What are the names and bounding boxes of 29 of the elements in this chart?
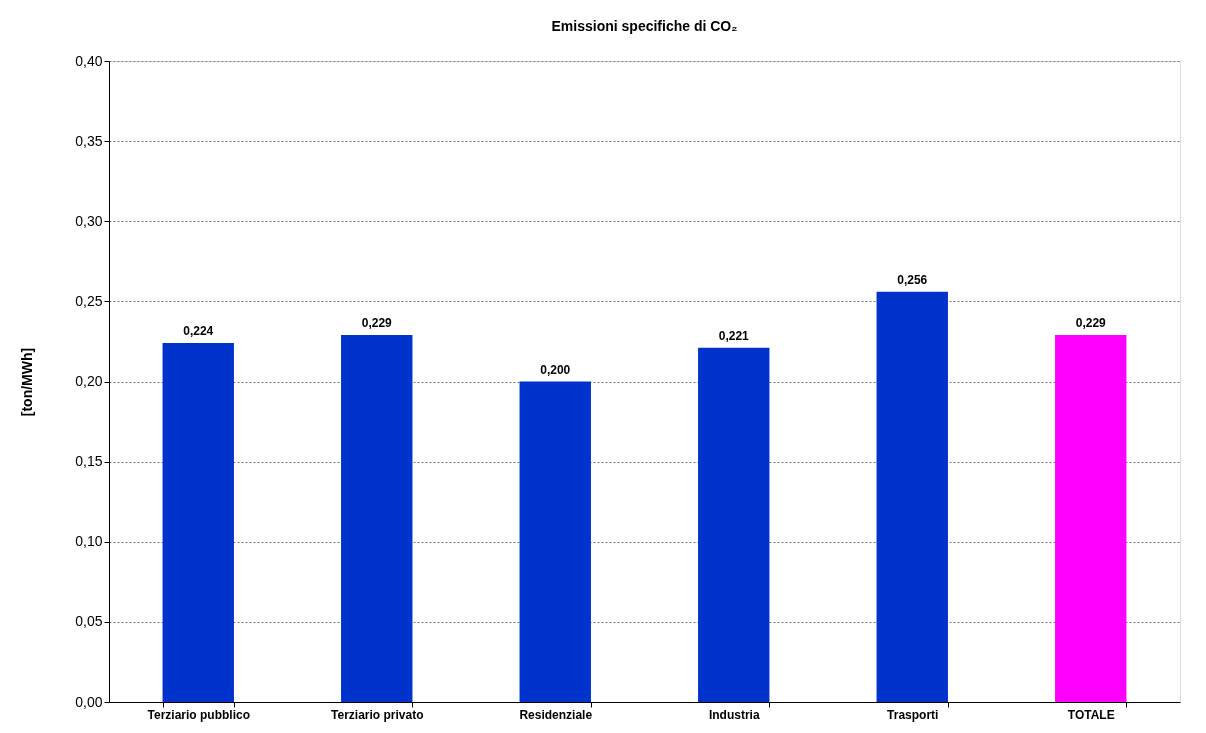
y-tick-label: 0,20 xyxy=(75,373,103,389)
bar xyxy=(698,347,770,702)
chart-title: Emissioni specifiche di CO₂ xyxy=(551,18,738,34)
y-tick-label: 0,30 xyxy=(75,212,103,229)
bar xyxy=(162,343,234,702)
y-tick-label: 0,40 xyxy=(75,52,103,69)
x-tick-label: Terziario privato xyxy=(331,707,424,722)
x-tick-label: Industria xyxy=(708,707,760,722)
data-label: 0,221 xyxy=(718,328,750,343)
bar xyxy=(519,381,591,702)
data-label: 0,256 xyxy=(897,272,928,287)
x-tick-label: Trasporti xyxy=(887,707,939,722)
y-tick-label: 0,10 xyxy=(75,533,103,550)
bar xyxy=(876,291,948,702)
x-tick-label: Terziario pubblico xyxy=(147,707,250,722)
bar xyxy=(341,335,413,702)
data-label: 0,224 xyxy=(183,324,214,339)
y-axis-title: [ton/MWh] xyxy=(19,347,36,417)
x-tick-label: Residenziale xyxy=(519,707,593,722)
data-label: 0,229 xyxy=(1075,316,1107,331)
y-tick-label: 0,35 xyxy=(75,132,103,149)
y-tick-label: 0,25 xyxy=(75,292,103,309)
bar xyxy=(1055,335,1127,702)
x-tick-label: TOTALE xyxy=(1067,707,1115,722)
y-tick-label: 0,15 xyxy=(75,453,103,470)
y-tick-label: 0,00 xyxy=(75,693,103,710)
data-label: 0,229 xyxy=(361,316,393,331)
y-tick-label: 0,05 xyxy=(75,613,103,630)
data-label: 0,200 xyxy=(540,362,571,377)
